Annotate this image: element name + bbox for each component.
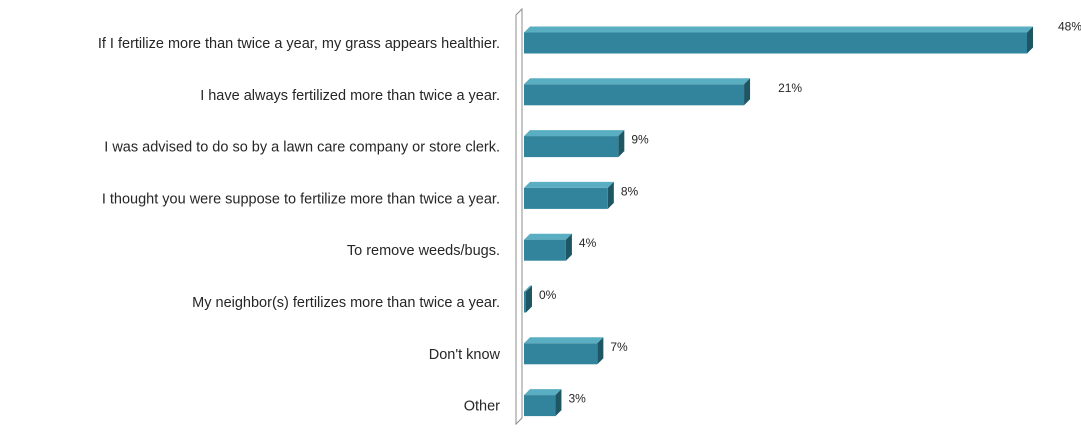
bar-group bbox=[524, 181, 614, 209]
data-label: 21% bbox=[778, 81, 802, 95]
axis-layer bbox=[515, 7, 523, 426]
bar bbox=[524, 291, 526, 313]
bar-top-face bbox=[524, 130, 625, 137]
bar bbox=[524, 84, 745, 106]
bar-top-face bbox=[524, 389, 562, 396]
category-label: Don't know bbox=[429, 347, 501, 363]
bar-side-face bbox=[744, 78, 751, 106]
bar-side-face bbox=[618, 130, 625, 158]
bar-top-face bbox=[524, 26, 1033, 33]
bar-top-face bbox=[524, 233, 572, 240]
bar-group bbox=[524, 78, 751, 106]
bar-group bbox=[524, 130, 625, 158]
category-label: If I fertilize more than twice a year, m… bbox=[98, 36, 500, 52]
bar-top-face bbox=[524, 78, 751, 85]
bar-top-face bbox=[524, 285, 532, 292]
bar bbox=[524, 395, 556, 417]
bar-top-face bbox=[524, 337, 604, 344]
bar-group bbox=[524, 233, 572, 261]
category-label: I thought you were suppose to fertilize … bbox=[102, 191, 500, 207]
category-axis-wall bbox=[515, 7, 523, 426]
data-label: 0% bbox=[539, 288, 557, 302]
bar-top-face bbox=[524, 181, 614, 188]
data-label: 7% bbox=[610, 340, 628, 354]
data-label: 3% bbox=[568, 392, 586, 406]
category-label: My neighbor(s) fertilizes more than twic… bbox=[192, 295, 500, 311]
data-label: 4% bbox=[579, 236, 597, 250]
bars-layer bbox=[524, 26, 1033, 417]
labels-layer: If I fertilize more than twice a year, m… bbox=[98, 20, 1081, 415]
bar-group bbox=[524, 285, 532, 313]
data-label: 9% bbox=[631, 133, 649, 147]
bar-side-face bbox=[565, 233, 572, 261]
bar bbox=[524, 32, 1027, 54]
bar bbox=[524, 239, 566, 261]
bar-group bbox=[524, 337, 604, 365]
category-label: Other bbox=[464, 399, 500, 415]
category-label: I was advised to do so by a lawn care co… bbox=[104, 140, 500, 156]
data-label: 8% bbox=[621, 184, 639, 198]
bar-side-face bbox=[1027, 26, 1033, 54]
bar-group bbox=[524, 389, 562, 417]
bar bbox=[524, 187, 608, 209]
bar-side-face bbox=[526, 285, 532, 313]
bar-group bbox=[524, 26, 1033, 54]
category-label: To remove weeds/bugs. bbox=[347, 243, 500, 259]
bar bbox=[524, 343, 598, 365]
bar bbox=[524, 136, 619, 158]
data-label: 48% bbox=[1058, 20, 1081, 34]
bar-side-face bbox=[555, 389, 562, 417]
bar-side-face bbox=[597, 337, 604, 365]
category-label: I have always fertilized more than twice… bbox=[200, 88, 500, 104]
bar-side-face bbox=[607, 181, 614, 209]
